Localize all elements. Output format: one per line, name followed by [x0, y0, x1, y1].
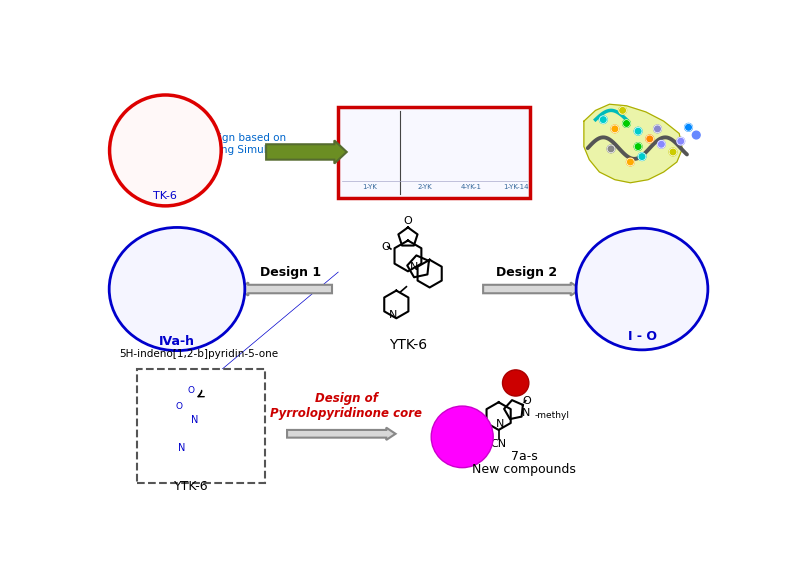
Text: IVa-h: IVa-h: [159, 335, 195, 348]
Text: I - O: I - O: [627, 330, 657, 343]
Text: R₁: R₁: [155, 280, 168, 289]
Circle shape: [669, 148, 677, 156]
Text: O: O: [205, 247, 214, 260]
Text: O: O: [404, 216, 412, 226]
Circle shape: [677, 137, 685, 145]
Circle shape: [626, 158, 634, 166]
Circle shape: [599, 116, 607, 124]
FancyArrow shape: [266, 141, 347, 163]
Text: 1-YK-14: 1-YK-14: [504, 184, 529, 191]
Text: Design 2: Design 2: [497, 265, 557, 278]
Text: 5H-indeno[1,2-b]pyridin-5-one: 5H-indeno[1,2-b]pyridin-5-one: [119, 349, 279, 359]
FancyArrow shape: [483, 282, 581, 295]
Text: R: R: [635, 244, 644, 257]
Circle shape: [654, 125, 661, 133]
Text: O: O: [187, 386, 194, 395]
Text: N: N: [389, 310, 397, 320]
Text: Design based on
docking Simulation: Design based on docking Simulation: [193, 133, 293, 155]
Text: YTK-6: YTK-6: [174, 480, 209, 493]
Text: O: O: [382, 242, 391, 252]
Text: O: O: [522, 396, 531, 405]
Text: N: N: [522, 408, 531, 418]
Text: -methyl: -methyl: [534, 411, 569, 420]
Text: R₁: R₁: [600, 282, 612, 291]
Circle shape: [693, 131, 700, 139]
Circle shape: [685, 124, 693, 131]
Text: N: N: [145, 160, 151, 170]
FancyArrow shape: [238, 282, 332, 295]
Text: 7a-s: 7a-s: [511, 450, 537, 463]
Ellipse shape: [576, 228, 708, 350]
Circle shape: [110, 95, 221, 206]
Text: N: N: [164, 138, 170, 147]
Text: 4-YK-1: 4-YK-1: [461, 184, 482, 191]
Text: N: N: [178, 443, 185, 453]
Text: 2-YK: 2-YK: [418, 184, 432, 191]
Text: O: O: [154, 125, 162, 134]
FancyBboxPatch shape: [137, 369, 264, 483]
FancyBboxPatch shape: [338, 107, 530, 198]
Polygon shape: [584, 104, 682, 183]
Circle shape: [502, 370, 529, 396]
FancyArrow shape: [287, 428, 396, 440]
Text: New compounds: New compounds: [472, 463, 576, 476]
Text: TK-6: TK-6: [154, 191, 178, 201]
Text: N: N: [191, 415, 198, 425]
Circle shape: [634, 143, 642, 150]
Circle shape: [431, 406, 494, 468]
Text: N: N: [178, 276, 185, 286]
Circle shape: [634, 128, 642, 135]
Text: O: O: [158, 108, 165, 117]
Text: N: N: [496, 419, 505, 429]
Circle shape: [638, 153, 646, 160]
Circle shape: [646, 135, 654, 143]
Text: 1-YK: 1-YK: [361, 184, 377, 191]
Text: N: N: [624, 299, 632, 310]
Text: R: R: [176, 244, 185, 257]
Text: Design 1: Design 1: [259, 265, 321, 278]
Circle shape: [657, 141, 665, 148]
Text: CN: CN: [490, 439, 507, 449]
Text: YTK-6: YTK-6: [389, 338, 427, 352]
Circle shape: [607, 145, 615, 153]
Text: N: N: [635, 264, 644, 274]
Circle shape: [622, 120, 630, 128]
Text: N: N: [410, 262, 419, 272]
Circle shape: [618, 107, 626, 114]
Ellipse shape: [109, 227, 245, 350]
Circle shape: [611, 125, 618, 133]
Text: O: O: [175, 403, 182, 412]
Text: Design of
Pyrrolopyridinone core: Design of Pyrrolopyridinone core: [270, 392, 422, 420]
